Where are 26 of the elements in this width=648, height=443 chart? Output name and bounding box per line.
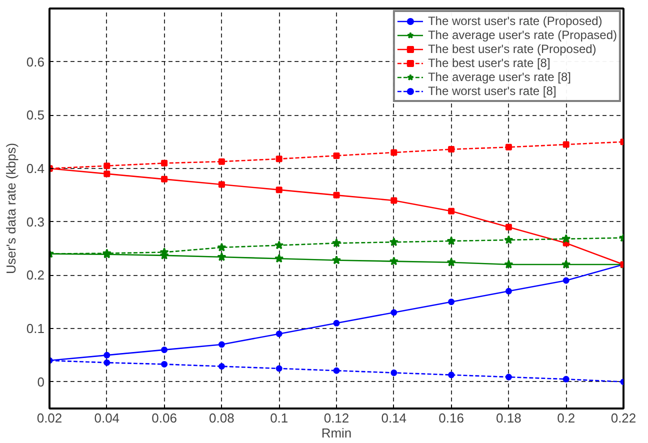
legend-label: The best user's rate [8] — [428, 56, 550, 70]
x-tick-label: 0.04 — [94, 410, 120, 426]
x-tick-label: 0.1 — [270, 410, 288, 426]
x-tick-label: 0.22 — [610, 410, 636, 426]
x-tick-label: 0.12 — [324, 410, 350, 426]
x-tick-label: 0.2 — [557, 410, 576, 426]
y-tick-label: 0.3 — [26, 214, 45, 230]
legend-label: The worst user's rate (Proposed) — [428, 14, 602, 28]
y-tick-label: 0 — [37, 374, 45, 390]
x-tick-label: 0.08 — [209, 410, 234, 426]
x-tick-label: 0.14 — [381, 410, 407, 426]
legend-label: The worst user's rate [8] — [428, 84, 556, 98]
x-tick-label: 0.02 — [36, 410, 62, 426]
x-tick-label: 0.16 — [438, 410, 464, 426]
y-tick-label: 0.2 — [26, 268, 45, 283]
x-tick-label: 0.18 — [496, 410, 522, 426]
x-tick-label: 0.06 — [152, 410, 177, 426]
x-axis-title: Rmin — [321, 426, 352, 440]
y-tick-label: 0.5 — [26, 108, 45, 123]
legend-label: The average user's rate (Propased) — [428, 28, 617, 42]
y-axis-title: User's data rate (kbps) — [3, 142, 18, 274]
y-tick-label: 0.4 — [26, 161, 45, 176]
legend-label: The best user's rate (Proposed) — [428, 42, 596, 56]
legend-label: The average user's rate [8] — [428, 70, 571, 84]
y-tick-label: 0.1 — [26, 321, 45, 336]
y-tick-label: 0.6 — [26, 54, 45, 70]
